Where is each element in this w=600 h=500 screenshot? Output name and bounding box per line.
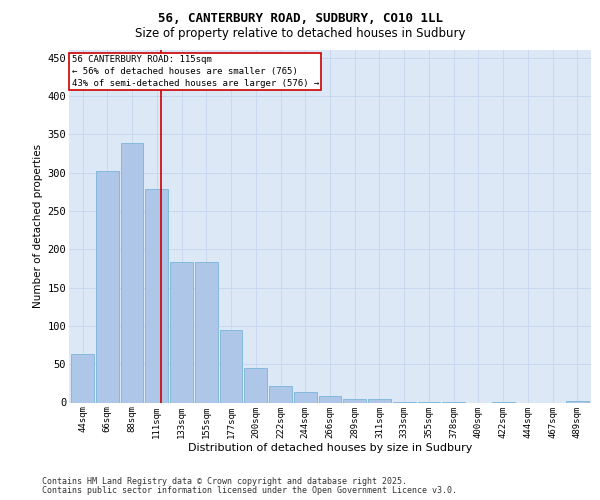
Bar: [343, 398, 366, 402]
Text: 56, CANTERBURY ROAD, SUDBURY, CO10 1LL: 56, CANTERBURY ROAD, SUDBURY, CO10 1LL: [157, 12, 443, 26]
Bar: [294, 392, 317, 402]
Bar: [121, 144, 143, 402]
Bar: [269, 386, 292, 402]
Text: Size of property relative to detached houses in Sudbury: Size of property relative to detached ho…: [135, 28, 465, 40]
X-axis label: Distribution of detached houses by size in Sudbury: Distribution of detached houses by size …: [188, 443, 472, 453]
Bar: [244, 368, 267, 402]
Bar: [96, 171, 119, 402]
Bar: [220, 330, 242, 402]
Text: 56 CANTERBURY ROAD: 115sqm
← 56% of detached houses are smaller (765)
43% of sem: 56 CANTERBURY ROAD: 115sqm ← 56% of deta…: [71, 56, 319, 88]
Bar: [170, 262, 193, 402]
Bar: [145, 190, 168, 402]
Bar: [566, 401, 589, 402]
Bar: [195, 262, 218, 402]
Text: Contains HM Land Registry data © Crown copyright and database right 2025.: Contains HM Land Registry data © Crown c…: [42, 477, 407, 486]
Bar: [319, 396, 341, 402]
Y-axis label: Number of detached properties: Number of detached properties: [34, 144, 43, 308]
Bar: [368, 400, 391, 402]
Bar: [71, 354, 94, 403]
Text: Contains public sector information licensed under the Open Government Licence v3: Contains public sector information licen…: [42, 486, 457, 495]
